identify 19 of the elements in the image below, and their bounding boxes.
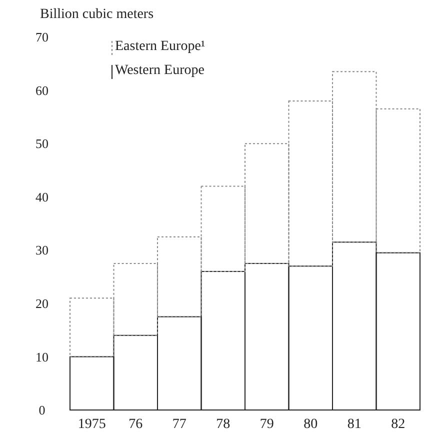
x-tick-label: 81 [347, 417, 362, 432]
y-tick-label: 60 [36, 82, 48, 98]
x-tick-label: 78 [216, 417, 230, 432]
x-tick-label: 80 [304, 417, 318, 432]
y-tick-label: 30 [36, 242, 48, 258]
y-tick-label: 70 [36, 30, 48, 45]
x-tick-label: 77 [172, 417, 186, 432]
y-tick-label: 50 [36, 136, 48, 152]
x-tick-label: 1975 [78, 417, 106, 432]
y-tick-label: 10 [36, 349, 48, 364]
y-axis-title: Billion cubic meters [40, 7, 154, 22]
y-tick-label: 20 [36, 296, 48, 311]
legend-label: Eastern Europe¹ [115, 39, 206, 54]
legend-label: Western Europe [115, 63, 204, 78]
y-tick-label: 40 [36, 189, 48, 204]
y-tick-label: 0 [38, 402, 46, 418]
x-tick-label: 79 [260, 417, 274, 432]
x-tick-label: 76 [128, 417, 143, 432]
x-tick-label: 82 [391, 417, 406, 432]
